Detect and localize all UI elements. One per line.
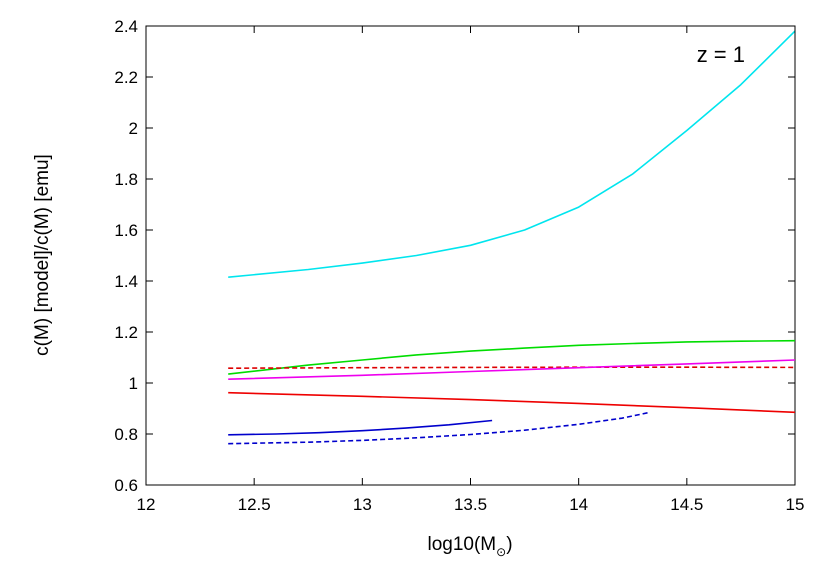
y-axis-label: c(M) [model]/c(M) [emu]	[32, 154, 53, 356]
annotation-label: z = 1	[697, 42, 745, 67]
y-tick-label: 0.6	[114, 476, 138, 495]
series-layer	[228, 30, 796, 445]
plot-frame	[145, 25, 796, 486]
x-tick-label: 12.5	[238, 495, 271, 514]
series-line-0	[228, 30, 796, 278]
y-tick-label: 2.4	[114, 17, 138, 36]
x-tick-label: 13	[353, 495, 372, 514]
x-tick-label: 14	[569, 495, 588, 514]
x-tick-label: 13.5	[454, 495, 487, 514]
series-line-4	[228, 391, 796, 414]
series-line-1	[228, 339, 796, 375]
x-axis-label-text: log10(M	[427, 534, 496, 555]
y-tick-label: 1.2	[114, 323, 138, 342]
series-line-3	[228, 359, 796, 380]
series-line-6	[228, 411, 651, 445]
y-tick-label: 2	[129, 119, 138, 138]
series-line-2	[228, 366, 796, 370]
x-tick-label: 15	[786, 495, 805, 514]
tick-layer: 12 12.5 13 13.5 14 14.5 15 0.6 0.8 1 1.2 1.4 1.6 1.8 2…	[114, 17, 804, 514]
y-tick-label: 1.4	[114, 272, 138, 291]
x-axis-label-close: )	[506, 534, 512, 555]
y-tick-label: 0.8	[114, 425, 138, 444]
x-axis-label: log10(M⊙)	[427, 534, 512, 559]
x-tick-label: 14.5	[670, 495, 703, 514]
y-tick-label: 1.8	[114, 170, 138, 189]
x-tick-label: 12	[137, 495, 156, 514]
series-line-5	[228, 419, 493, 436]
y-tick-label: 1	[129, 374, 138, 393]
x-axis-label-symbol: ⊙	[496, 545, 506, 559]
y-tick-label: 1.6	[114, 221, 138, 240]
y-tick-label: 2.2	[114, 68, 138, 87]
